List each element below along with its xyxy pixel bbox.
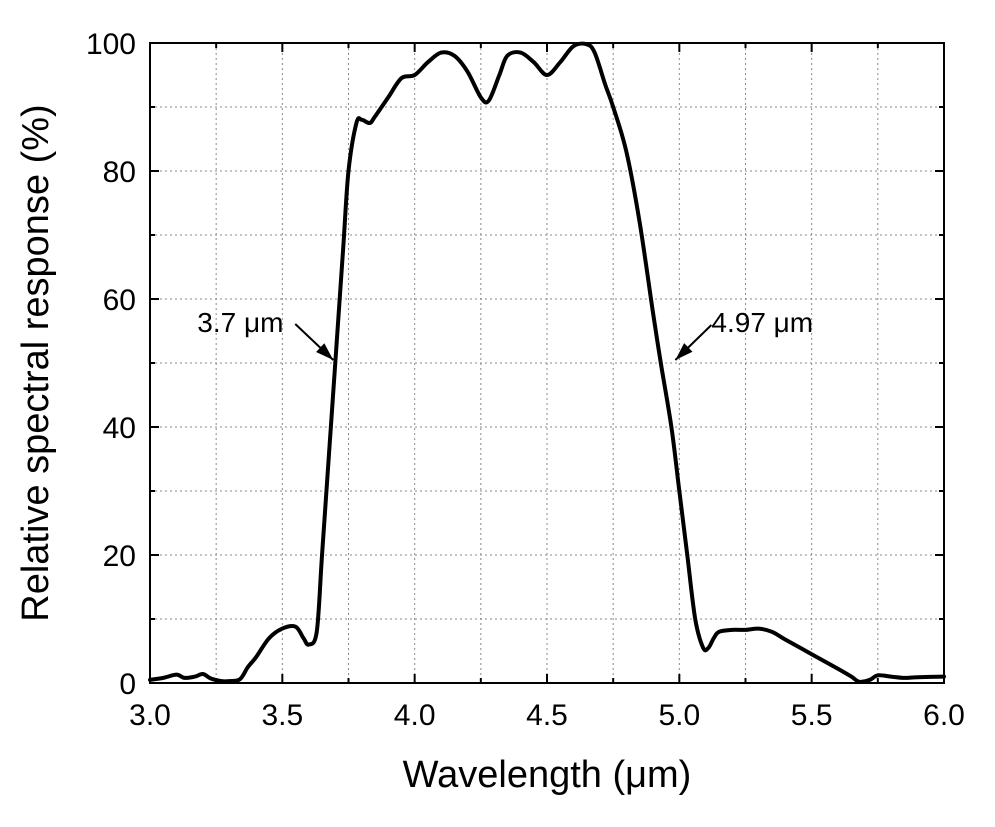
x-axis-title: Wavelength (μm) [403,754,692,796]
y-axis-title: Relative spectral response (%) [15,104,57,621]
spectral-response-line [148,41,946,684]
y-tick-label: 20 [103,540,136,573]
x-tick-label: 4.0 [394,699,436,732]
y-tick-label: 0 [119,668,136,701]
x-tick-label: 3.0 [129,699,171,732]
annotations: 3.7 μm 4.97 μm [197,307,813,361]
x-tick-label: 5.5 [791,699,833,732]
annotation-label-right: 4.97 μm [711,307,813,338]
annotation-label-left: 3.7 μm [197,307,283,338]
x-tick-label: 3.5 [261,699,303,732]
y-tick-label: 80 [103,156,136,189]
y-tick-label: 60 [103,284,136,317]
y-tick-label: 100 [86,28,136,61]
x-tick-label: 4.5 [526,699,568,732]
y-tick-label: 40 [103,412,136,445]
annotation-arrow-right-head [675,343,693,360]
x-tick-label: 6.0 [923,699,965,732]
annotation-arrow-left-head [316,343,334,360]
x-tick-label: 5.0 [658,699,700,732]
axis-ticks: 3.0 3.5 4.0 4.5 5.0 5.5 6.0 0 20 40 60 80 100 [86,28,965,732]
grid [150,43,944,683]
